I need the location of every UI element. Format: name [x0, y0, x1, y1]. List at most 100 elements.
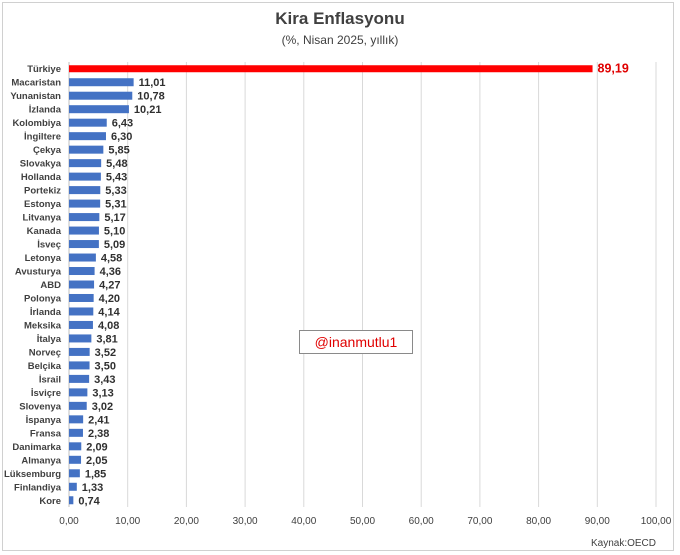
bar: [69, 213, 100, 222]
category-label: Letonya: [25, 253, 62, 264]
category-label: Türkiye: [27, 64, 61, 75]
bar: [69, 226, 99, 235]
chart-title: Kira Enflasyonu: [275, 9, 405, 28]
category-label: Kore: [39, 496, 61, 507]
data-label: 10,21: [134, 104, 162, 116]
category-label: Çekya: [33, 145, 62, 156]
data-label: 4,27: [99, 280, 120, 292]
bar: [69, 401, 87, 410]
data-label: 2,41: [88, 414, 109, 426]
category-label: Meksika: [24, 320, 62, 331]
data-label: 6,30: [111, 131, 132, 143]
x-tick-label: 80,00: [526, 516, 551, 527]
bar: [69, 334, 92, 343]
category-label: Almanya: [21, 455, 61, 466]
data-label: 5,09: [104, 239, 125, 251]
bar: [69, 307, 94, 316]
bar: [69, 320, 93, 329]
bar: [69, 361, 90, 370]
data-label: 3,13: [92, 387, 113, 399]
x-tick-label: 0,00: [59, 516, 79, 527]
category-label: Portekiz: [24, 186, 61, 197]
data-label: 5,43: [106, 172, 127, 184]
bar: [69, 118, 107, 127]
bar: [69, 455, 82, 464]
category-label: Kanada: [27, 226, 62, 237]
data-label: 6,43: [112, 118, 133, 130]
data-label: 4,36: [100, 266, 121, 278]
category-label: Norveç: [29, 347, 61, 358]
x-tick-label: 20,00: [174, 516, 199, 527]
bar: [69, 186, 101, 195]
data-label: 10,78: [137, 91, 165, 103]
data-label: 11,01: [139, 77, 166, 89]
x-tick-label: 70,00: [467, 516, 492, 527]
bar: [69, 374, 90, 383]
data-label: 5,17: [104, 212, 125, 224]
chart-subtitle: (%, Nisan 2025, yıllık): [281, 33, 399, 47]
category-label: Avusturya: [15, 267, 62, 278]
category-label: Kolombiya: [12, 118, 61, 129]
data-label: 4,20: [99, 293, 120, 305]
x-tick-label: 100,00: [641, 516, 672, 527]
data-label: 5,33: [105, 185, 126, 197]
bar: [69, 172, 101, 181]
data-label: 4,58: [101, 253, 122, 265]
chart-frame: [2, 2, 674, 551]
bar: [69, 159, 102, 168]
bar: [69, 78, 134, 87]
x-tick-label: 90,00: [585, 516, 610, 527]
data-label: 3,81: [96, 333, 117, 345]
x-tick-label: 10,00: [115, 516, 140, 527]
data-label: 1,85: [85, 468, 106, 480]
x-tick-label: 30,00: [233, 516, 258, 527]
bar: [69, 428, 83, 437]
data-label: 5,31: [105, 199, 126, 211]
data-label: 3,52: [95, 347, 116, 359]
data-label: 0,74: [78, 495, 100, 507]
bar: [69, 469, 80, 478]
bar: [69, 280, 95, 289]
category-label: Polonya: [24, 293, 62, 304]
bar: [69, 145, 104, 154]
category-label: Macaristan: [11, 78, 61, 89]
bar: [69, 105, 129, 114]
data-label: 5,85: [108, 145, 129, 157]
category-label: Litvanya: [22, 213, 61, 224]
category-label: İngiltere: [24, 132, 61, 143]
bar: [69, 65, 593, 73]
category-label: İsviçre: [31, 388, 61, 399]
category-label: Hollanda: [21, 172, 62, 183]
x-tick-label: 40,00: [291, 516, 316, 527]
category-label: İsveç: [37, 240, 61, 251]
bar: [69, 415, 84, 424]
category-label: İsrail: [39, 374, 61, 385]
bar: [69, 132, 106, 141]
bar: [69, 91, 133, 100]
bar: [69, 240, 99, 249]
category-label: Finlandiya: [14, 482, 62, 493]
bar: [69, 482, 77, 491]
data-label: 5,10: [104, 226, 125, 238]
data-label: 2,38: [88, 428, 109, 440]
category-label: İspanya: [26, 415, 62, 426]
category-label: Estonya: [24, 199, 62, 210]
bar: [69, 496, 74, 505]
category-label: Belçika: [28, 361, 62, 372]
category-label: İtalya: [37, 334, 62, 345]
bar: [69, 267, 95, 276]
watermark-handle: @inanmutlu1: [299, 330, 413, 354]
bar: [69, 347, 90, 356]
bar: [69, 293, 94, 302]
bar: [69, 199, 101, 208]
category-label: Slovenya: [19, 401, 61, 412]
data-label: 1,33: [82, 482, 103, 494]
category-label: Slovakya: [20, 159, 62, 170]
bar: [69, 253, 96, 262]
data-label: 3,50: [95, 360, 116, 372]
bar: [69, 388, 88, 397]
data-label: 3,02: [92, 401, 113, 413]
source-note: Kaynak:OECD: [590, 538, 656, 549]
bar: [69, 442, 82, 451]
